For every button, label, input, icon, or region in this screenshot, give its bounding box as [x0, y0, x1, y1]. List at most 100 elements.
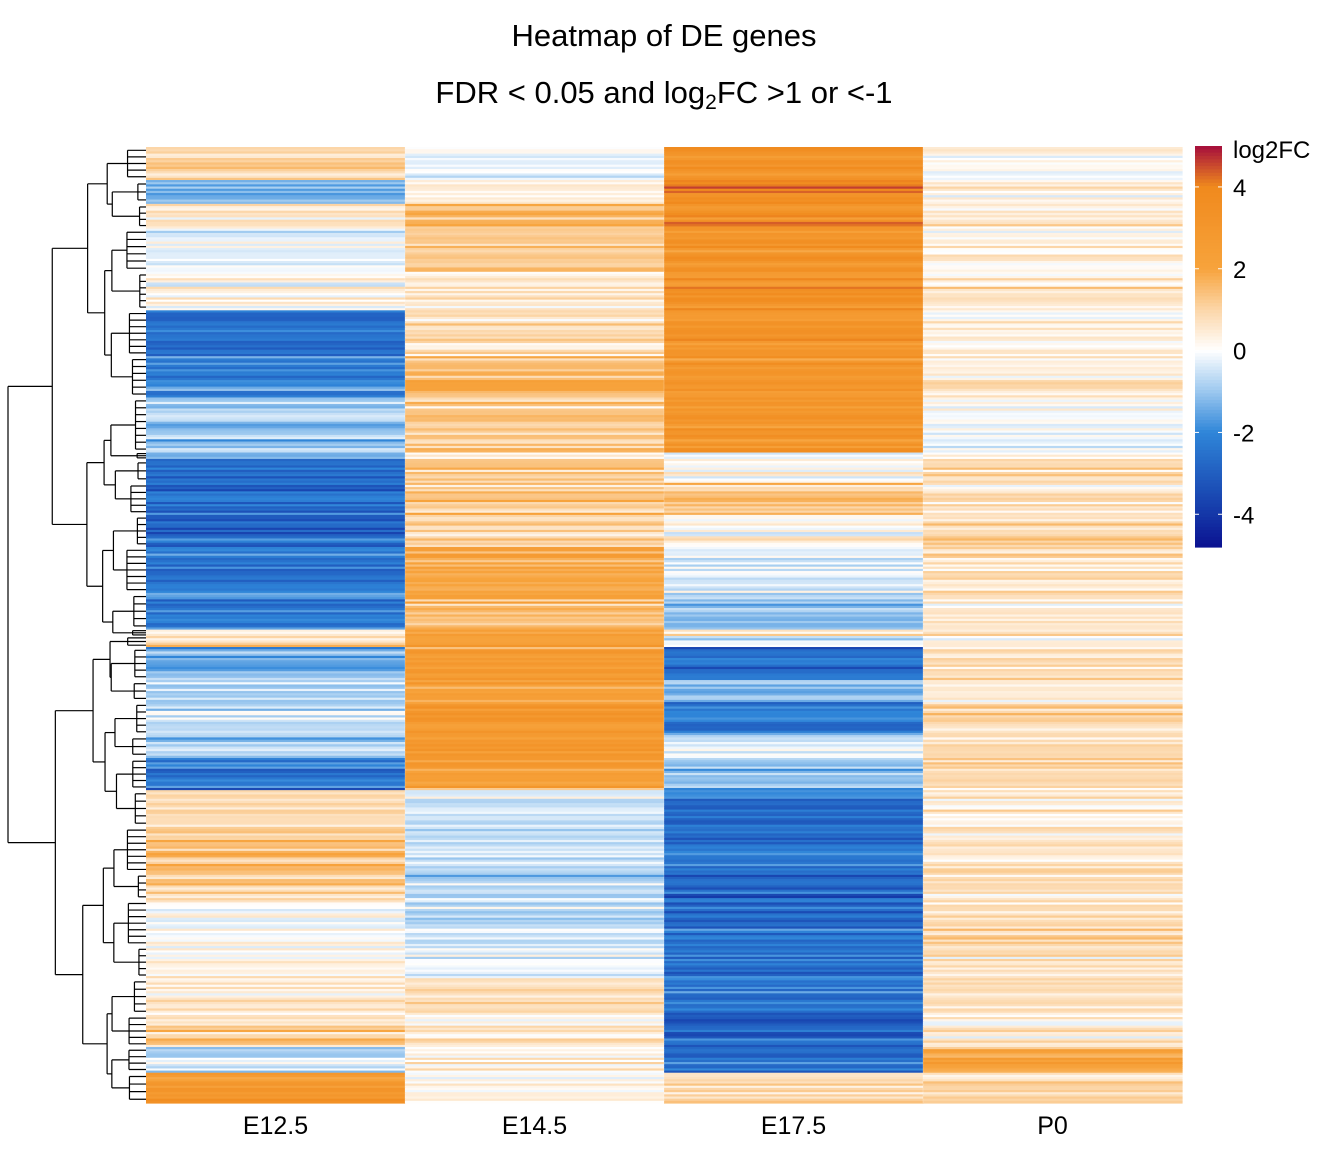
heatmap-cell	[923, 913, 1183, 917]
heatmap-cell	[146, 562, 406, 566]
heatmap-cell	[146, 221, 406, 225]
legend-gradient-step	[1195, 252, 1222, 257]
heatmap-cell	[146, 295, 406, 299]
heatmap-cell	[664, 327, 924, 331]
heatmap-cell	[405, 935, 665, 938]
heatmap-cell	[405, 584, 665, 587]
heatmap-cell	[923, 870, 1183, 874]
heatmap-cell	[146, 428, 406, 432]
heatmap-cell	[923, 868, 1183, 872]
heatmap-cell	[664, 1079, 924, 1082]
heatmap-cell	[146, 721, 406, 725]
heatmap-cell	[664, 362, 924, 366]
heatmap-cell	[923, 332, 1183, 335]
heatmap-cell	[664, 612, 924, 616]
heatmap-cell	[146, 577, 406, 581]
heatmap-cell	[405, 484, 665, 488]
heatmap-cell	[664, 434, 924, 438]
heatmap-cell	[405, 399, 665, 403]
heatmap-cell	[923, 164, 1183, 168]
heatmap-cell	[923, 321, 1183, 325]
heatmap-cell	[923, 883, 1183, 887]
heatmap-cell	[664, 837, 924, 841]
heatmap-cell	[923, 768, 1183, 772]
row-block	[146, 147, 1183, 181]
heatmap-cell	[405, 958, 665, 962]
heatmap-cell	[923, 603, 1183, 607]
heatmap-cell	[664, 597, 924, 600]
heatmap-cell	[405, 265, 665, 269]
heatmap-cell	[664, 904, 924, 908]
heatmap-cell	[146, 796, 406, 800]
heatmap-cell	[146, 510, 406, 514]
heatmap-cell	[923, 1001, 1183, 1005]
heatmap-cell	[664, 276, 924, 279]
heatmap-cell	[664, 876, 924, 880]
heatmap-cell	[146, 263, 406, 266]
subtitle-subscript: 2	[705, 91, 717, 114]
heatmap-cell	[664, 826, 924, 830]
legend-gradient-step	[1195, 206, 1222, 211]
heatmap-cell	[664, 785, 924, 789]
heatmap-cell	[664, 941, 924, 945]
heatmap-cell	[405, 293, 665, 296]
heatmap-cell	[664, 605, 924, 609]
heatmap-cell	[146, 332, 406, 335]
heatmap-cell	[146, 273, 406, 277]
heatmap-cell	[923, 261, 1183, 264]
heatmap-cell	[146, 954, 406, 958]
heatmap-cell	[405, 426, 665, 429]
heatmap-cell	[664, 469, 924, 473]
heatmap-cell	[405, 256, 665, 260]
heatmap-cell	[405, 478, 665, 482]
heatmap-cell	[664, 215, 924, 218]
heatmap-cell	[923, 973, 1183, 977]
legend-gradient-step	[1195, 389, 1222, 394]
heatmap-cell	[923, 751, 1183, 755]
heatmap-cell	[923, 210, 1183, 214]
heatmap-cell	[664, 655, 924, 659]
heatmap-cell	[146, 395, 406, 399]
heatmap-cell	[664, 375, 924, 379]
heatmap-cell	[664, 421, 924, 425]
heatmap-cell	[146, 199, 406, 203]
heatmap-cell	[405, 1074, 665, 1078]
heatmap-cell	[146, 623, 406, 626]
heatmap-cell	[664, 633, 924, 637]
heatmap-cell	[146, 195, 406, 198]
heatmap-cell	[923, 989, 1183, 992]
heatmap-cell	[146, 1087, 406, 1091]
heatmap-cell	[405, 190, 665, 194]
heatmap-cell	[923, 653, 1183, 657]
heatmap-cell	[405, 732, 665, 736]
heatmap-cell	[405, 699, 665, 703]
heatmap-cell	[146, 816, 406, 819]
heatmap-cell	[405, 410, 665, 414]
row-block	[146, 872, 1183, 901]
heatmap-cell	[146, 693, 406, 697]
heatmap-cell	[146, 360, 406, 364]
heatmap-cell	[664, 984, 924, 988]
heatmap-cell	[146, 708, 406, 712]
heatmap-cell	[146, 336, 406, 340]
heatmap-cell	[664, 360, 924, 364]
heatmap-cell	[146, 201, 406, 205]
heatmap-cell	[146, 173, 406, 177]
heatmap-cell	[923, 744, 1183, 748]
heatmap-cell	[405, 820, 665, 824]
heatmap-cell	[405, 417, 665, 421]
legend-gradient-step	[1195, 420, 1222, 424]
heatmap-cell	[146, 215, 406, 218]
heatmap-cell	[664, 1057, 924, 1061]
legend-gradient-step	[1195, 209, 1222, 214]
heatmap-cell	[664, 454, 924, 458]
heatmap-cell	[405, 601, 665, 605]
heatmap-cell	[146, 434, 406, 438]
heatmap-cell	[923, 553, 1183, 557]
heatmap-cell	[664, 527, 924, 531]
heatmap-cell	[405, 881, 665, 884]
legend-gradient-step	[1195, 316, 1222, 321]
heatmap-cell	[146, 770, 406, 774]
heatmap-cell	[146, 354, 406, 357]
heatmap-cell	[146, 373, 406, 377]
